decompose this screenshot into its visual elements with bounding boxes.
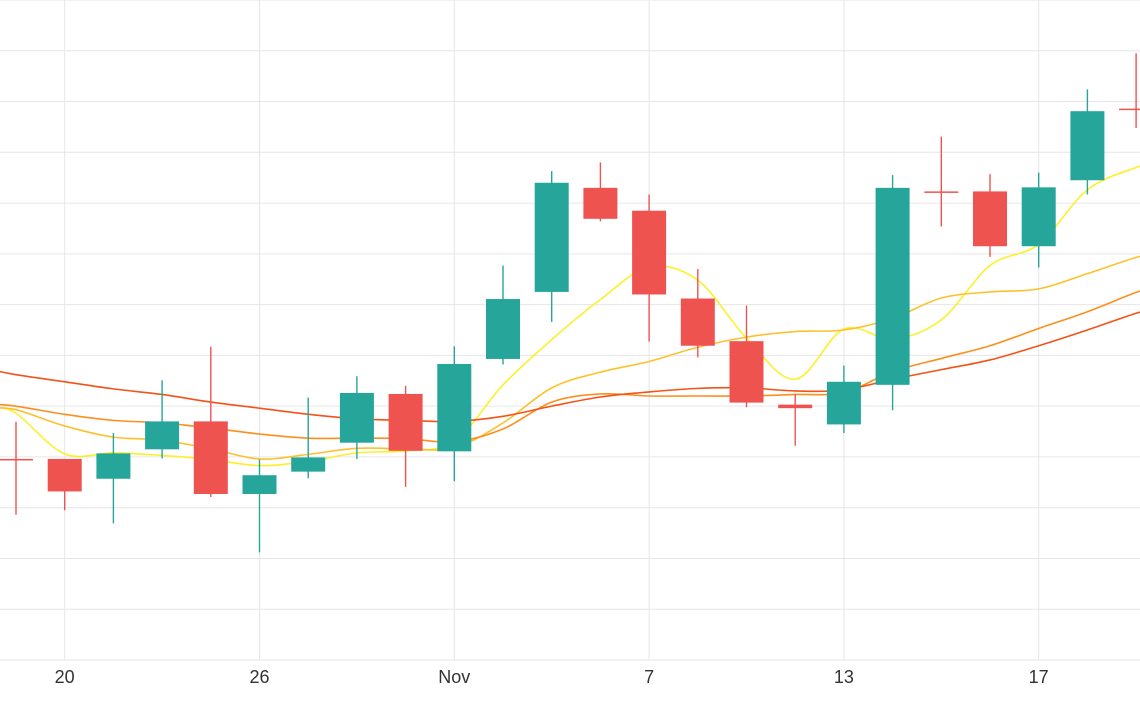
candle-body xyxy=(437,364,472,452)
candle xyxy=(1070,89,1105,195)
candle xyxy=(339,376,374,459)
x-axis: 20 26 Nov 7 13 17 xyxy=(55,667,1049,687)
candle xyxy=(826,365,861,434)
candle-body xyxy=(680,298,715,346)
candle-body xyxy=(339,392,374,443)
candle xyxy=(583,162,618,222)
candle xyxy=(875,175,910,411)
candle-body xyxy=(1070,111,1105,181)
candle xyxy=(680,269,715,358)
candle-body xyxy=(486,299,520,359)
candle xyxy=(145,380,180,459)
candle-body xyxy=(924,191,959,193)
candle-body xyxy=(632,210,667,295)
x-tick-label: Nov xyxy=(438,667,470,687)
candle-body xyxy=(242,475,277,494)
candle-body xyxy=(1119,108,1140,111)
candle-body xyxy=(145,421,180,450)
moving-average-line xyxy=(0,165,1140,467)
candle xyxy=(47,458,82,511)
candle xyxy=(0,421,33,515)
candle xyxy=(924,136,959,227)
candle-body xyxy=(291,457,326,472)
candle xyxy=(388,385,423,487)
candle xyxy=(193,346,228,498)
candle-body xyxy=(826,381,861,425)
candle-body xyxy=(778,404,813,409)
x-tick-label: 7 xyxy=(644,667,654,687)
candle-body xyxy=(583,187,618,219)
candle-body xyxy=(534,182,569,292)
candle xyxy=(778,394,813,446)
candles xyxy=(0,53,1140,553)
candle xyxy=(242,459,277,553)
candle-body xyxy=(729,341,764,403)
grid xyxy=(0,0,1140,661)
x-tick-label: 17 xyxy=(1029,667,1049,687)
x-tick-label: 20 xyxy=(55,667,75,687)
candle xyxy=(729,305,764,408)
candle-body xyxy=(875,187,910,385)
candle-body xyxy=(0,458,33,461)
candle xyxy=(973,174,1007,257)
candle xyxy=(96,433,131,524)
moving-average-lines xyxy=(0,165,1140,467)
moving-average-line xyxy=(0,311,1140,423)
candle xyxy=(1021,172,1056,268)
candle xyxy=(486,265,520,365)
candle-body xyxy=(47,458,82,492)
x-tick-label: 26 xyxy=(249,667,269,687)
candle xyxy=(291,397,326,479)
x-tick-label: 13 xyxy=(834,667,854,687)
candle xyxy=(1119,53,1140,128)
candle-body xyxy=(193,421,228,494)
candle xyxy=(437,346,472,482)
candle xyxy=(632,194,667,342)
candle-body xyxy=(1021,187,1056,247)
candle-body xyxy=(388,393,423,451)
candle-body xyxy=(96,453,131,479)
candle-body xyxy=(973,191,1007,247)
candle xyxy=(534,171,569,322)
